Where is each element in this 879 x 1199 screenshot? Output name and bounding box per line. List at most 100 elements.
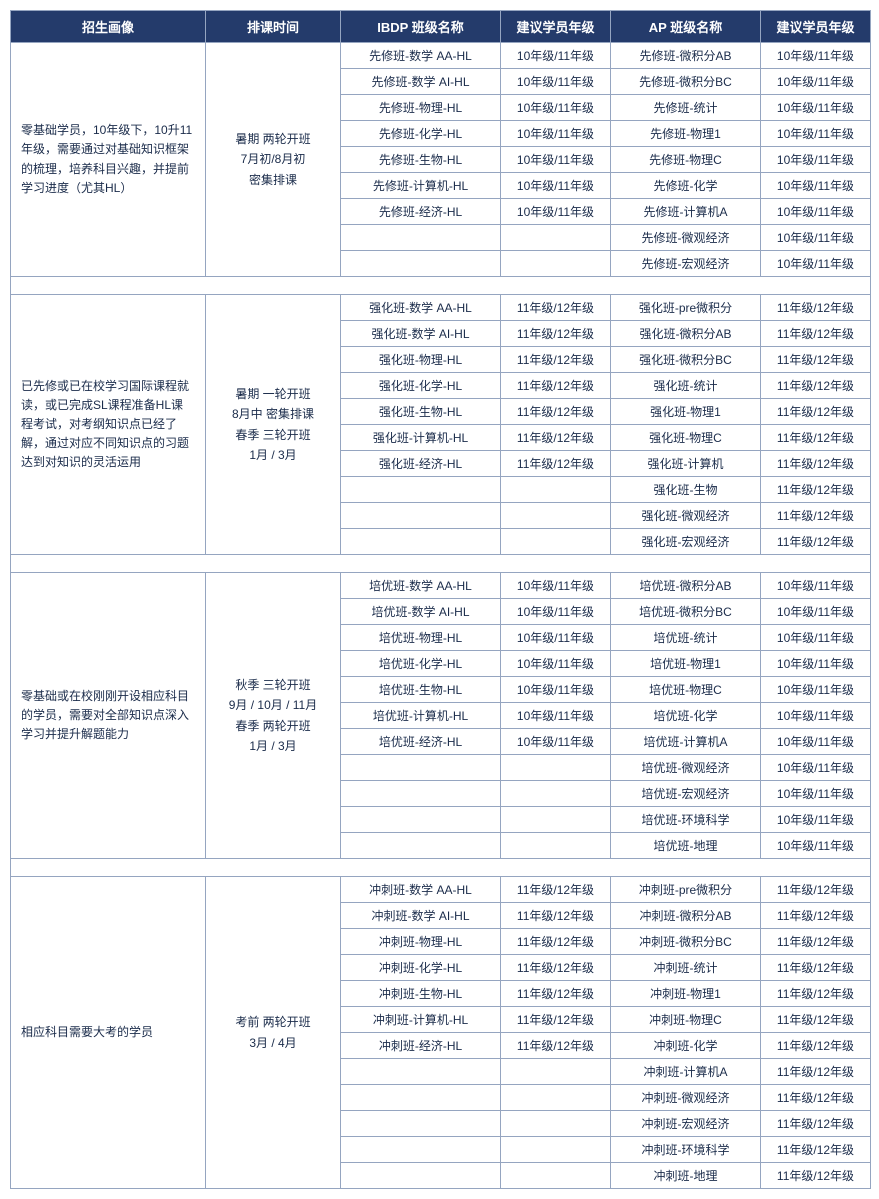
timing-cell: 暑期 两轮开班 7月初/8月初 密集排课 xyxy=(206,43,341,277)
ap-cell: 强化班-计算机 xyxy=(611,451,761,477)
grade2-cell: 10年级/11年级 xyxy=(761,833,871,859)
ibdp-cell xyxy=(341,1163,501,1189)
ibdp-cell: 先修班-计算机-HL xyxy=(341,173,501,199)
grade1-cell: 10年级/11年级 xyxy=(501,729,611,755)
table-header: 招生画像 排课时间 IBDP 班级名称 建议学员年级 AP 班级名称 建议学员年… xyxy=(11,11,871,43)
ibdp-cell: 冲刺班-计算机-HL xyxy=(341,1007,501,1033)
grade1-cell: 10年级/11年级 xyxy=(501,573,611,599)
grade1-cell xyxy=(501,251,611,277)
ap-cell: 强化班-统计 xyxy=(611,373,761,399)
ap-cell: 冲刺班-地理 xyxy=(611,1163,761,1189)
grade2-cell: 10年级/11年级 xyxy=(761,69,871,95)
grade2-cell: 10年级/11年级 xyxy=(761,95,871,121)
header-ibdp: IBDP 班级名称 xyxy=(341,11,501,43)
table-row: 相应科目需要大考的学员考前 两轮开班 3月 / 4月冲刺班-数学 AA-HL11… xyxy=(11,877,871,903)
grade2-cell: 11年级/12年级 xyxy=(761,1007,871,1033)
ibdp-cell: 冲刺班-生物-HL xyxy=(341,981,501,1007)
ibdp-cell: 培优班-计算机-HL xyxy=(341,703,501,729)
ap-cell: 先修班-微观经济 xyxy=(611,225,761,251)
header-grade2: 建议学员年级 xyxy=(761,11,871,43)
ap-cell: 先修班-化学 xyxy=(611,173,761,199)
ap-cell: 冲刺班-化学 xyxy=(611,1033,761,1059)
ap-cell: 强化班-pre微积分 xyxy=(611,295,761,321)
ibdp-cell xyxy=(341,807,501,833)
grade2-cell: 11年级/12年级 xyxy=(761,399,871,425)
ap-cell: 强化班-微观经济 xyxy=(611,503,761,529)
grade2-cell: 10年级/11年级 xyxy=(761,173,871,199)
ibdp-cell xyxy=(341,503,501,529)
ibdp-cell xyxy=(341,251,501,277)
grade1-cell xyxy=(501,807,611,833)
grade2-cell: 10年级/11年级 xyxy=(761,625,871,651)
grade1-cell: 11年级/12年级 xyxy=(501,451,611,477)
grade2-cell: 10年级/11年级 xyxy=(761,781,871,807)
table-row: 已先修或已在校学习国际课程就读，或已完成SL课程准备HL课程考试，对考纲知识点已… xyxy=(11,295,871,321)
grade2-cell: 10年级/11年级 xyxy=(761,755,871,781)
ap-cell: 冲刺班-物理1 xyxy=(611,981,761,1007)
ibdp-cell: 培优班-生物-HL xyxy=(341,677,501,703)
grade1-cell xyxy=(501,781,611,807)
table-body: 零基础学员，10年级下，10升11年级，需要通过对基础知识框架的梳理，培养科目兴… xyxy=(11,43,871,1189)
ap-cell: 培优班-宏观经济 xyxy=(611,781,761,807)
table-row: 零基础学员，10年级下，10升11年级，需要通过对基础知识框架的梳理，培养科目兴… xyxy=(11,43,871,69)
grade1-cell xyxy=(501,755,611,781)
ibdp-cell xyxy=(341,1111,501,1137)
grade1-cell: 11年级/12年级 xyxy=(501,295,611,321)
ibdp-cell: 冲刺班-数学 AA-HL xyxy=(341,877,501,903)
ibdp-cell: 冲刺班-经济-HL xyxy=(341,1033,501,1059)
spacer-cell xyxy=(11,277,871,295)
ibdp-cell: 先修班-物理-HL xyxy=(341,95,501,121)
ibdp-cell: 强化班-计算机-HL xyxy=(341,425,501,451)
ap-cell: 先修班-物理C xyxy=(611,147,761,173)
grade1-cell xyxy=(501,529,611,555)
ap-cell: 冲刺班-物理C xyxy=(611,1007,761,1033)
grade1-cell: 10年级/11年级 xyxy=(501,703,611,729)
ibdp-cell: 先修班-经济-HL xyxy=(341,199,501,225)
header-timing: 排课时间 xyxy=(206,11,341,43)
ap-cell: 冲刺班-pre微积分 xyxy=(611,877,761,903)
grade1-cell: 11年级/12年级 xyxy=(501,1007,611,1033)
ap-cell: 培优班-微积分AB xyxy=(611,573,761,599)
ibdp-cell: 培优班-数学 AA-HL xyxy=(341,573,501,599)
grade2-cell: 10年级/11年级 xyxy=(761,729,871,755)
grade2-cell: 11年级/12年级 xyxy=(761,981,871,1007)
ap-cell: 强化班-微积分AB xyxy=(611,321,761,347)
ibdp-cell xyxy=(341,477,501,503)
grade1-cell: 11年级/12年级 xyxy=(501,425,611,451)
ap-cell: 冲刺班-计算机A xyxy=(611,1059,761,1085)
grade1-cell: 11年级/12年级 xyxy=(501,955,611,981)
ap-cell: 培优班-环境科学 xyxy=(611,807,761,833)
ibdp-cell xyxy=(341,833,501,859)
grade2-cell: 10年级/11年级 xyxy=(761,651,871,677)
grade1-cell: 10年级/11年级 xyxy=(501,199,611,225)
grade2-cell: 11年级/12年级 xyxy=(761,347,871,373)
ap-cell: 强化班-微积分BC xyxy=(611,347,761,373)
ap-cell: 冲刺班-统计 xyxy=(611,955,761,981)
ibdp-cell xyxy=(341,1137,501,1163)
grade2-cell: 11年级/12年级 xyxy=(761,903,871,929)
grade2-cell: 11年级/12年级 xyxy=(761,451,871,477)
grade1-cell: 10年级/11年级 xyxy=(501,147,611,173)
grade2-cell: 11年级/12年级 xyxy=(761,295,871,321)
grade2-cell: 11年级/12年级 xyxy=(761,503,871,529)
ibdp-cell: 冲刺班-数学 AI-HL xyxy=(341,903,501,929)
grade2-cell: 10年级/11年级 xyxy=(761,199,871,225)
grade1-cell: 10年级/11年级 xyxy=(501,69,611,95)
ibdp-cell xyxy=(341,1085,501,1111)
ap-cell: 冲刺班-环境科学 xyxy=(611,1137,761,1163)
ap-cell: 培优班-物理C xyxy=(611,677,761,703)
header-ap: AP 班级名称 xyxy=(611,11,761,43)
ap-cell: 先修班-物理1 xyxy=(611,121,761,147)
grade1-cell: 11年级/12年级 xyxy=(501,321,611,347)
grade1-cell: 11年级/12年级 xyxy=(501,1033,611,1059)
grade2-cell: 11年级/12年级 xyxy=(761,1137,871,1163)
ibdp-cell xyxy=(341,225,501,251)
section-spacer xyxy=(11,859,871,877)
ap-cell: 培优班-化学 xyxy=(611,703,761,729)
timing-cell: 考前 两轮开班 3月 / 4月 xyxy=(206,877,341,1189)
ibdp-cell xyxy=(341,781,501,807)
ap-cell: 冲刺班-微观经济 xyxy=(611,1085,761,1111)
ibdp-cell: 先修班-化学-HL xyxy=(341,121,501,147)
grade2-cell: 11年级/12年级 xyxy=(761,321,871,347)
grade2-cell: 10年级/11年级 xyxy=(761,573,871,599)
